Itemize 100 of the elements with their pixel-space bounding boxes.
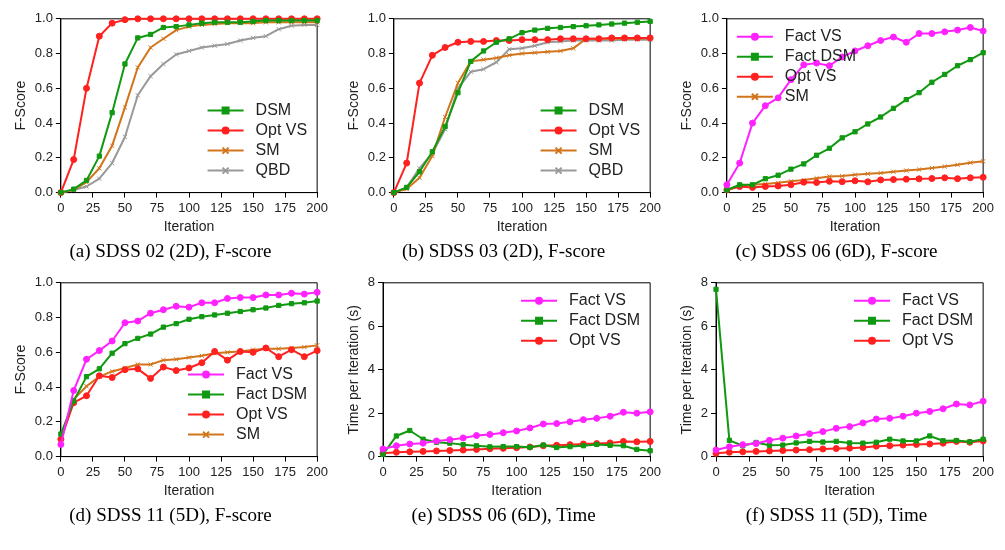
y-tick-label: 0.8 — [367, 45, 386, 61]
legend-label: Opt VS — [235, 405, 288, 423]
y-tick-label: 0.8 — [700, 45, 719, 61]
x-axis-title: Iteration — [163, 218, 214, 235]
y-tick-label: 2 — [700, 404, 708, 420]
legend-label: Opt VS — [901, 331, 954, 349]
x-tick-label: 175 — [606, 199, 629, 215]
x-tick-label: 125 — [538, 463, 561, 479]
legend-label: DSM — [588, 101, 624, 119]
y-axis-title: F-Score — [677, 80, 694, 131]
legend-label: SM — [235, 425, 260, 443]
y-tick-label: 0.4 — [34, 378, 53, 394]
x-tick-label: 175 — [605, 463, 628, 479]
x-tick-label: 25 — [418, 199, 433, 215]
x-tick-label: 150 — [905, 463, 927, 479]
y-tick-label: 0.8 — [34, 45, 53, 61]
y-tick-label: 4 — [367, 361, 375, 377]
legend-label: Fact DSM — [901, 311, 973, 329]
y-tick-label: 0.4 — [700, 114, 719, 130]
text: (a) SDSS 02 (2D), F-score — [69, 240, 272, 262]
y-tick-label: 0.2 — [700, 149, 719, 165]
x-tick-label: 100 — [505, 463, 527, 479]
x-tick-label: 0 — [56, 463, 64, 479]
x-axis-title: Iteration — [823, 482, 875, 499]
y-tick-label: 0.6 — [367, 79, 386, 95]
text: (d) SDSS 11 (5D), F-score — [69, 504, 272, 526]
x-tick-label: 100 — [177, 463, 200, 479]
x-tick-label: 75 — [149, 463, 164, 479]
legend-label: SM — [588, 141, 613, 159]
x-tick-label: 0 — [722, 199, 730, 215]
y-tick-label: 1.0 — [700, 10, 719, 26]
y-tick-label: 0.4 — [34, 114, 53, 130]
y-tick-label: 1.0 — [34, 274, 53, 290]
y-tick-label: 2 — [367, 404, 375, 420]
text: (c) SDSS 06 (6D), F-score — [735, 240, 938, 262]
x-tick-label: 50 — [450, 199, 465, 215]
y-tick-label: 0.0 — [34, 448, 53, 464]
x-tick-label: 150 — [241, 199, 264, 215]
y-axis-title: Time per Iteration (s) — [344, 305, 361, 435]
y-axis-title: F-Score — [344, 80, 361, 131]
y-tick-label: 1.0 — [34, 10, 53, 26]
legend-label: SM — [255, 141, 280, 159]
x-tick-label: 150 — [241, 463, 264, 479]
y-axis-title: Time per Iteration (s) — [677, 305, 694, 435]
y-tick-label: 0.6 — [700, 79, 719, 95]
legend-label: Fact VS — [901, 291, 959, 309]
x-tick-label: 100 — [838, 463, 860, 479]
x-tick-label: 125 — [209, 199, 232, 215]
x-tick-label: 200 — [638, 463, 661, 479]
x-tick-label: 75 — [475, 463, 490, 479]
x-tick-label: 100 — [843, 199, 866, 215]
legend-label: Opt VS — [588, 121, 640, 139]
x-tick-label: 200 — [305, 199, 328, 215]
y-tick-label: 8 — [367, 274, 375, 290]
x-tick-label: 75 — [808, 463, 823, 479]
x-axis-title: Iteration — [163, 482, 214, 499]
legend-label: Fact VS — [568, 291, 626, 309]
x-tick-label: 200 — [638, 199, 661, 215]
y-tick-label: 0.2 — [34, 149, 53, 165]
legend-label: DSM — [255, 101, 291, 119]
x-tick-label: 100 — [510, 199, 533, 215]
text: (e) SDSS 06 (6D), Time — [411, 504, 596, 526]
y-tick-label: 0.6 — [34, 79, 53, 95]
x-tick-label: 175 — [273, 199, 296, 215]
legend-label: Opt VS — [568, 331, 621, 349]
x-tick-label: 200 — [971, 199, 994, 215]
legend-label: Fact VS — [235, 365, 293, 383]
x-tick-label: 0 — [56, 199, 64, 215]
y-tick-label: 0.2 — [367, 149, 386, 165]
y-tick-label: 4 — [700, 361, 708, 377]
x-tick-label: 100 — [177, 199, 200, 215]
x-tick-label: 50 — [442, 463, 457, 479]
x-tick-label: 125 — [209, 463, 232, 479]
x-axis-title: Iteration — [829, 218, 880, 235]
x-axis-title: Iteration — [490, 482, 542, 499]
x-tick-label: 50 — [117, 199, 132, 215]
legend-label: QBD — [588, 161, 623, 179]
y-axis-title: F-Score — [11, 344, 28, 395]
y-tick-label: 0.0 — [700, 184, 719, 200]
x-axis-title: Iteration — [496, 218, 547, 235]
y-tick-label: 6 — [700, 317, 708, 333]
legend-label: SM — [784, 87, 809, 105]
y-tick-label: 0.6 — [34, 343, 53, 359]
x-tick-label: 200 — [305, 463, 328, 479]
y-tick-label: 0.8 — [34, 309, 53, 325]
y-tick-label: 0.4 — [367, 114, 386, 130]
legend-label: Fact DSM — [235, 385, 307, 403]
y-tick-label: 6 — [367, 317, 375, 333]
x-tick-label: 200 — [971, 463, 994, 479]
x-tick-label: 0 — [389, 199, 397, 215]
text: (f) SDSS 11 (5D), Time — [745, 504, 928, 526]
x-tick-label: 75 — [815, 199, 830, 215]
legend-label: QBD — [255, 161, 290, 179]
x-tick-label: 75 — [149, 199, 164, 215]
x-tick-label: 150 — [574, 199, 597, 215]
x-tick-label: 125 — [871, 463, 894, 479]
x-tick-label: 75 — [482, 199, 497, 215]
x-tick-label: 50 — [117, 463, 132, 479]
x-tick-label: 50 — [783, 199, 798, 215]
legend-label: Fact DSM — [568, 311, 640, 329]
